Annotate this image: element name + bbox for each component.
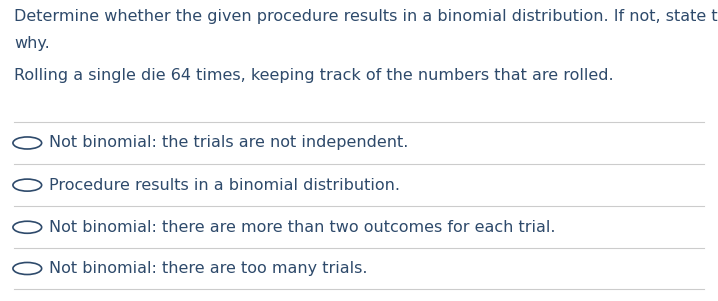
Text: Not binomial: there are too many trials.: Not binomial: there are too many trials. (49, 261, 368, 276)
Text: why.: why. (14, 36, 50, 51)
Text: Rolling a single die 64 times, keeping track of the numbers that are rolled.: Rolling a single die 64 times, keeping t… (14, 68, 614, 83)
Text: Procedure results in a binomial distribution.: Procedure results in a binomial distribu… (49, 178, 400, 193)
Text: Not binomial: there are more than two outcomes for each trial.: Not binomial: there are more than two ou… (49, 220, 555, 235)
Text: Determine whether the given procedure results in a binomial distribution. If not: Determine whether the given procedure re… (14, 9, 718, 24)
Text: Not binomial: the trials are not independent.: Not binomial: the trials are not indepen… (49, 135, 409, 150)
